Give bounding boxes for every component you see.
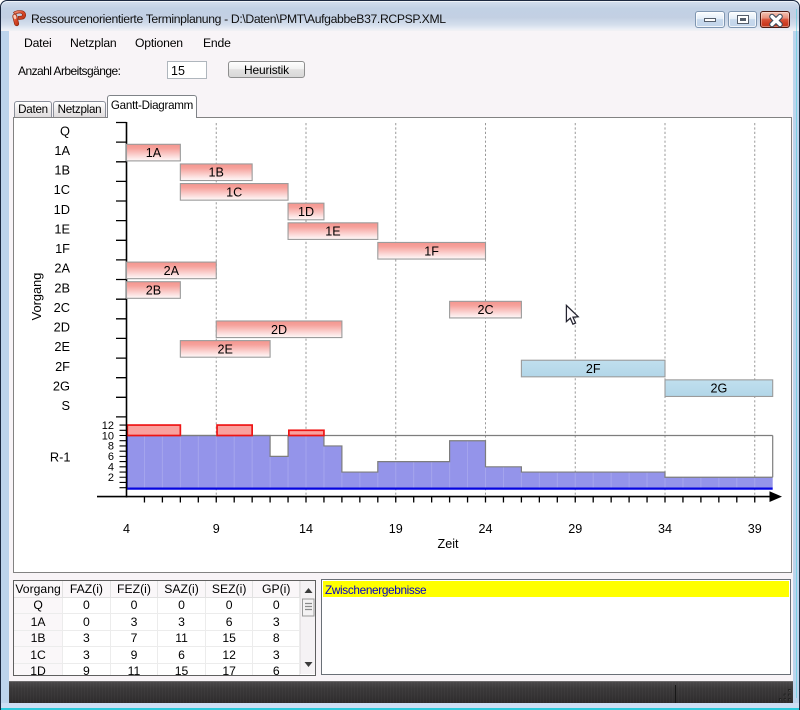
svg-text:2: 2 [108, 472, 114, 484]
svg-text:2D: 2D [54, 320, 70, 335]
svg-text:1F: 1F [424, 244, 439, 258]
svg-text:2E: 2E [54, 339, 70, 354]
svg-text:1B: 1B [54, 163, 70, 178]
svg-text:29: 29 [568, 522, 582, 536]
svg-text:19: 19 [389, 522, 403, 536]
svg-text:12: 12 [102, 420, 114, 432]
svg-text:1E: 1E [325, 225, 340, 239]
svg-text:14: 14 [299, 522, 313, 536]
svg-text:2C: 2C [54, 300, 70, 315]
svg-text:Zeit: Zeit [438, 537, 459, 551]
svg-text:1D: 1D [54, 202, 70, 217]
svg-text:2F: 2F [55, 359, 70, 374]
svg-text:2B: 2B [54, 280, 70, 295]
svg-text:1C: 1C [226, 185, 242, 199]
svg-text:6: 6 [108, 451, 114, 463]
svg-text:2G: 2G [53, 379, 70, 394]
svg-text:2B: 2B [146, 284, 161, 298]
svg-text:1D: 1D [298, 205, 314, 219]
svg-text:Vorgang: Vorgang [29, 273, 44, 321]
svg-text:1A: 1A [54, 143, 70, 158]
svg-text:R-1: R-1 [50, 450, 71, 465]
svg-text:39: 39 [748, 522, 762, 536]
svg-text:34: 34 [658, 522, 672, 536]
svg-text:1B: 1B [209, 166, 224, 180]
svg-text:2E: 2E [218, 342, 233, 356]
svg-text:1C: 1C [54, 182, 70, 197]
svg-text:Q: Q [60, 123, 70, 138]
svg-text:1F: 1F [55, 241, 70, 256]
svg-text:4: 4 [108, 462, 114, 474]
svg-text:2C: 2C [477, 303, 493, 317]
svg-text:1A: 1A [146, 146, 162, 160]
svg-text:9: 9 [213, 522, 220, 536]
svg-text:2D: 2D [271, 323, 287, 337]
svg-text:8: 8 [108, 441, 114, 453]
svg-text:2F: 2F [586, 362, 601, 376]
svg-text:1E: 1E [54, 221, 70, 236]
svg-text:10: 10 [102, 430, 114, 442]
svg-text:2A: 2A [164, 264, 180, 278]
svg-text:2A: 2A [54, 261, 70, 276]
svg-text:4: 4 [123, 522, 130, 536]
svg-text:24: 24 [478, 522, 492, 536]
svg-text:S: S [61, 398, 70, 413]
svg-text:2G: 2G [710, 382, 727, 396]
